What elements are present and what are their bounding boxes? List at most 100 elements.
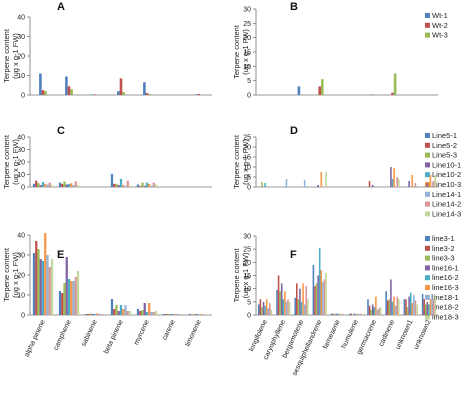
bar-line18-1-5 (358, 314, 361, 315)
legend-label: Line5-3 (432, 151, 457, 160)
x-category-label: longifolene (248, 319, 269, 353)
bar-line10-3-1 (70, 183, 73, 187)
bar-line16-1-0 (39, 259, 42, 315)
bar-line16-1-4 (335, 313, 338, 315)
bar-line18-3-3 (325, 272, 327, 315)
bar-line18-1-2 (98, 314, 101, 315)
bar-line16-3-8 (411, 303, 414, 315)
bar-wt-2-7 (391, 92, 394, 95)
bar-wt-1-6 (195, 94, 198, 95)
y-axis-label-line1: Terpene content (232, 134, 241, 189)
bar-line18-3-6 (206, 314, 210, 315)
legend-swatch (425, 211, 430, 217)
y-tick-label: 25 (243, 21, 251, 28)
bar-line10-3-3 (320, 172, 323, 187)
bar-line3-3-2 (89, 313, 92, 315)
bar-line16-2-4 (337, 313, 339, 315)
bar-line14-3-3 (325, 172, 327, 187)
legend-label: Line10-2 (432, 170, 461, 179)
y-tick-label: 20 (243, 35, 251, 42)
y-tick-label: 5 (247, 299, 251, 306)
bar-line3-1-7 (385, 291, 387, 315)
y-axis-label: Terpene content(ug x g-1 FW) (2, 134, 20, 189)
legend-label: Line5-2 (432, 141, 457, 150)
bar-line3-2-7 (386, 300, 389, 315)
bar-line18-1-6 (202, 314, 205, 315)
bar-line5-3-3 (115, 183, 118, 187)
bar-line16-3-4 (148, 303, 151, 315)
bar-line5-2-3 (113, 183, 116, 187)
bar-line14-1-4 (150, 185, 153, 187)
bar-line18-1-5 (176, 314, 179, 315)
bar-line3-2-1 (277, 275, 280, 315)
y-axis-label-line2: (ug x g-1 FW) (11, 139, 20, 185)
legend-swatch (425, 22, 430, 28)
legend-swatch (425, 265, 430, 271)
y-tick-label: 30 (243, 7, 251, 14)
bar-line18-2-5 (178, 314, 181, 315)
bar-line18-1-1 (72, 281, 75, 315)
bar-line16-1-5 (169, 314, 172, 315)
bar-wt-3-1 (70, 89, 73, 95)
bar-line16-3-1 (70, 281, 73, 315)
bar-line18-3-3 (128, 311, 132, 315)
bar-line16-2-1 (282, 299, 285, 315)
bar-line16-2-0 (41, 261, 45, 315)
panel-letter: F (290, 249, 297, 261)
legend-row-3: line3-1line3-2line3-3line16-1line16-2lin… (425, 234, 459, 321)
bar-line18-1-9 (431, 293, 433, 315)
y-tick-label: 40 (17, 233, 25, 240)
y-axis-label-line1: Terpene content (2, 134, 11, 189)
bar-line10-3-9 (429, 175, 432, 187)
bar-wt-1-3 (117, 91, 120, 95)
bar-line5-3-0 (37, 183, 40, 187)
x-category-label: germacrene (356, 319, 378, 356)
bar-line14-3-1 (76, 185, 80, 187)
bar-line16-3-6 (375, 296, 377, 315)
bar-wt-1-2 (91, 94, 94, 95)
bar-line3-2-2 (295, 283, 298, 315)
bar-line3-1-6 (367, 299, 369, 315)
bar-line16-2-3 (119, 305, 123, 315)
bar-line3-3-1 (63, 283, 66, 315)
bar-line16-2-2 (93, 314, 97, 315)
legend-swatch (425, 191, 430, 197)
bar-line14-1-0 (46, 184, 49, 187)
bar-line3-3-8 (406, 307, 409, 315)
y-axis-label: Terpene content(ug x g-1 FW) (2, 28, 20, 83)
y-axis-label-line2: (ug x g-1 FW) (241, 252, 250, 298)
bar-line16-1-7 (390, 279, 392, 315)
bar-line18-2-1 (74, 277, 77, 315)
bar-line16-3-3 (320, 270, 323, 315)
bar-line16-2-2 (300, 301, 303, 315)
bar-line10-3-4 (148, 183, 151, 187)
bar-line3-3-5 (352, 314, 354, 315)
bar-line3-3-0 (37, 249, 40, 315)
bar-line3-2-4 (139, 311, 142, 315)
bar-line18-3-1 (76, 271, 80, 315)
y-tick-label: 20 (243, 145, 251, 152)
bar-line18-1-4 (340, 314, 342, 315)
bar-wt-2-1 (67, 86, 71, 95)
bar-line10-3-7 (393, 168, 395, 187)
bar-line14-1-1 (285, 179, 288, 187)
bar-line3-1-1 (276, 289, 278, 315)
bar-line10-1-3 (117, 185, 120, 187)
bar-line18-1-3 (124, 305, 127, 315)
legend-swatch (425, 245, 430, 251)
bar-line18-3-5 (361, 314, 364, 315)
y-tick-label: 30 (17, 253, 25, 260)
bar-wt-1-2 (297, 86, 301, 95)
bar-line18-2-4 (152, 312, 155, 315)
y-axis-label: Terpene content(ug x g-1 FW) (232, 248, 250, 303)
bar-line16-2-7 (391, 301, 394, 315)
bar-line18-3-2 (307, 299, 309, 315)
bar-line10-2-7 (391, 179, 394, 187)
bar-line3-1-9 (421, 293, 424, 315)
bar-line18-2-6 (204, 314, 207, 315)
panel-letter: B (290, 1, 298, 13)
x-category-label: sabinene (80, 319, 98, 348)
bar-wt-2-3 (119, 78, 123, 95)
